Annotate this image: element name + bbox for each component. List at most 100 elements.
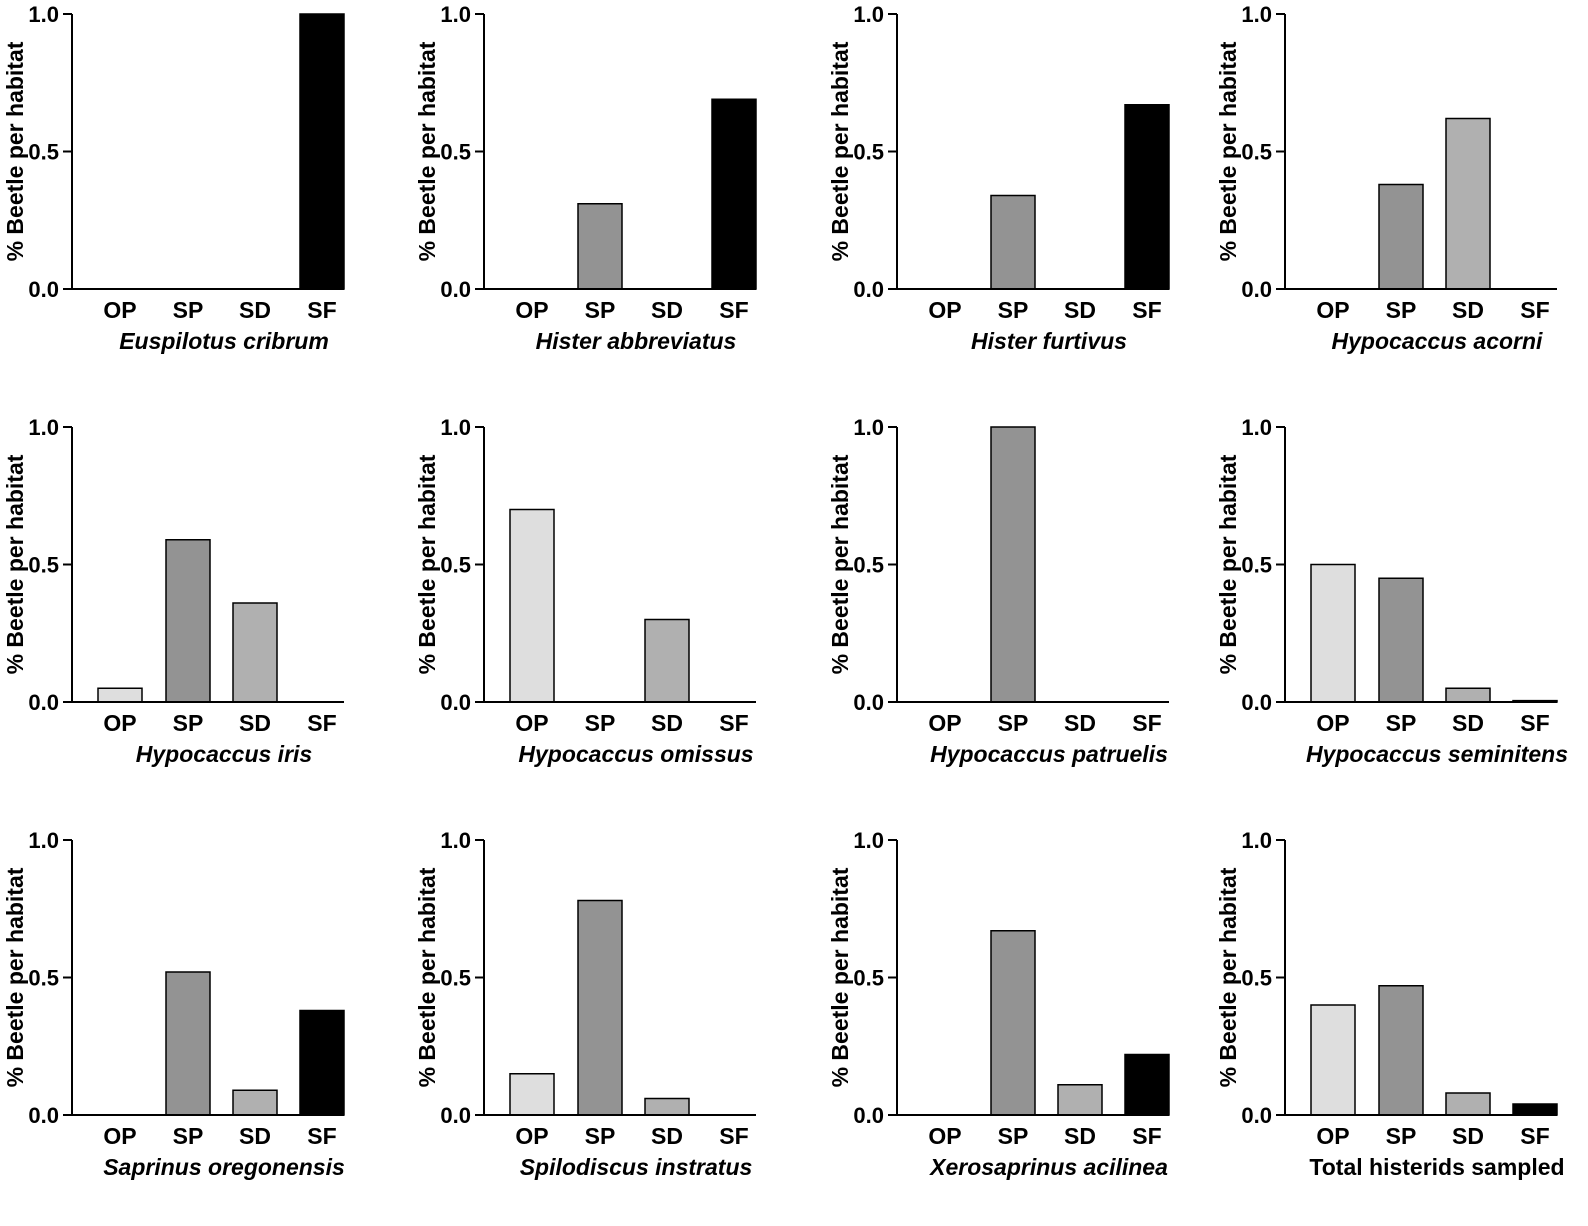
category-label-sf: SF	[719, 297, 748, 323]
category-label-sf: SF	[307, 710, 336, 736]
category-label-sd: SD	[239, 710, 271, 736]
category-label-op: OP	[103, 710, 136, 736]
category-label-sf: SF	[1132, 710, 1161, 736]
category-label-op: OP	[515, 1123, 548, 1149]
bar-sd	[644, 1097, 690, 1116]
category-label-sp: SP	[1386, 710, 1417, 736]
category-label-sp: SP	[998, 297, 1029, 323]
category-label-sp: SP	[1386, 1123, 1417, 1149]
chart-svg: 0.0 0.5 1.0% Beetle per habitat OP SP SD SF Hyp…	[827, 415, 1169, 767]
y-axis-title: % Beetle per habitat	[827, 454, 853, 674]
category-label-sf: SF	[1520, 710, 1549, 736]
bar-sd	[1445, 687, 1491, 703]
chart-svg: 0.0 0.5 1.0% Beetle per habitat OP SP SD SF Eus…	[2, 2, 345, 354]
chart-svg: 0.0 0.5 1.0% Beetle per habitat OP SP SD SF Hyp…	[2, 415, 344, 767]
chart-grid: 0.0 0.5 1.0% Beetle per habitat OP SP SD SF Eus…	[0, 0, 1588, 1180]
bar-sp	[990, 194, 1036, 290]
chart-panel: 0.0 0.5 1.0% Beetle per habitat OP SP SD SF Tot…	[1213, 826, 1588, 1226]
category-label-sp: SP	[585, 710, 616, 736]
y-tick-label: 0.5	[28, 140, 59, 165]
bar-sf	[299, 13, 345, 290]
bar-sp	[990, 930, 1036, 1116]
category-label-sf: SF	[307, 297, 336, 323]
category-label-op: OP	[1316, 710, 1349, 736]
chart-panel: 0.0 0.5 1.0% Beetle per habitat OP SP SD SF His…	[825, 0, 1225, 400]
chart-title: Hister abbreviatus	[536, 328, 737, 354]
y-tick-label: 0.5	[853, 553, 884, 578]
y-axis-title: % Beetle per habitat	[827, 867, 853, 1087]
bar-op	[97, 687, 143, 703]
chart-panel: 0.0 0.5 1.0% Beetle per habitat OP SP SD SF Hyp…	[0, 413, 400, 813]
bar-sd	[232, 1089, 278, 1116]
y-axis-title: % Beetle per habitat	[827, 41, 853, 261]
chart-svg: 0.0 0.5 1.0% Beetle per habitat OP SP SD SF Hyp…	[414, 415, 756, 767]
y-tick-label: 0.0	[440, 690, 471, 715]
bar-sp	[1378, 183, 1424, 290]
category-label-op: OP	[1316, 297, 1349, 323]
y-tick-label: 1.0	[28, 2, 59, 27]
bar-sp	[990, 426, 1036, 703]
y-axis-title: % Beetle per habitat	[1215, 41, 1241, 261]
category-label-sd: SD	[1452, 710, 1484, 736]
category-label-sp: SP	[585, 1123, 616, 1149]
bar-sf	[299, 1009, 345, 1116]
bar-op	[509, 508, 555, 703]
category-label-sd: SD	[1064, 710, 1096, 736]
y-tick-label: 0.5	[1241, 553, 1272, 578]
y-tick-label: 1.0	[440, 2, 471, 27]
chart-panel: 0.0 0.5 1.0% Beetle per habitat OP SP SD SF Sap…	[0, 826, 400, 1226]
category-label-sp: SP	[998, 710, 1029, 736]
category-label-sd: SD	[651, 710, 683, 736]
y-tick-label: 0.5	[1241, 140, 1272, 165]
y-axis-title: % Beetle per habitat	[2, 41, 28, 261]
bar-sp	[165, 539, 211, 703]
y-tick-label: 0.0	[28, 690, 59, 715]
bar-op	[509, 1073, 555, 1116]
category-label-op: OP	[515, 297, 548, 323]
chart-title: Xerosaprinus acilinea	[928, 1154, 1168, 1180]
chart-title: Euspilotus cribrum	[119, 328, 329, 354]
y-axis-title: % Beetle per habitat	[2, 867, 28, 1087]
y-tick-label: 1.0	[28, 828, 59, 853]
y-tick-label: 0.0	[28, 277, 59, 302]
category-label-sd: SD	[1064, 297, 1096, 323]
category-label-sd: SD	[239, 1123, 271, 1149]
category-label-sp: SP	[173, 710, 204, 736]
bar-sp	[1378, 985, 1424, 1116]
category-label-sd: SD	[1064, 1123, 1096, 1149]
chart-title: Hypocaccus patruelis	[930, 741, 1168, 767]
bar-sp	[577, 203, 623, 290]
category-label-sd: SD	[651, 1123, 683, 1149]
y-tick-label: 0.5	[853, 966, 884, 991]
y-tick-label: 1.0	[1241, 828, 1272, 853]
y-axis-title: % Beetle per habitat	[414, 41, 440, 261]
category-label-op: OP	[1316, 1123, 1349, 1149]
y-tick-label: 1.0	[853, 415, 884, 440]
bar-sf	[1124, 1053, 1170, 1116]
category-label-sf: SF	[1520, 1123, 1549, 1149]
category-label-op: OP	[928, 297, 961, 323]
bar-sd	[1057, 1084, 1103, 1116]
category-label-sp: SP	[585, 297, 616, 323]
y-tick-label: 1.0	[440, 828, 471, 853]
category-label-sd: SD	[651, 297, 683, 323]
y-tick-label: 0.0	[28, 1103, 59, 1128]
y-tick-label: 0.0	[440, 1103, 471, 1128]
y-tick-label: 1.0	[440, 415, 471, 440]
category-label-op: OP	[515, 710, 548, 736]
y-tick-label: 0.5	[28, 553, 59, 578]
y-tick-label: 0.0	[853, 1103, 884, 1128]
chart-panel: 0.0 0.5 1.0% Beetle per habitat OP SP SD SF Hyp…	[1213, 0, 1588, 400]
category-label-sd: SD	[1452, 1123, 1484, 1149]
category-label-sp: SP	[998, 1123, 1029, 1149]
y-axis-title: % Beetle per habitat	[2, 454, 28, 674]
bar-op	[1310, 1004, 1356, 1116]
chart-panel: 0.0 0.5 1.0% Beetle per habitat OP SP SD SF Xer…	[825, 826, 1225, 1226]
chart-panel: 0.0 0.5 1.0% Beetle per habitat OP SP SD SF Eus…	[0, 0, 400, 400]
chart-panel: 0.0 0.5 1.0% Beetle per habitat OP SP SD SF Hyp…	[825, 413, 1225, 813]
y-axis-title: % Beetle per habitat	[414, 454, 440, 674]
chart-title: Total histerids sampled	[1309, 1154, 1564, 1180]
chart-svg: 0.0 0.5 1.0% Beetle per habitat OP SP SD SF Tot…	[1215, 828, 1565, 1180]
